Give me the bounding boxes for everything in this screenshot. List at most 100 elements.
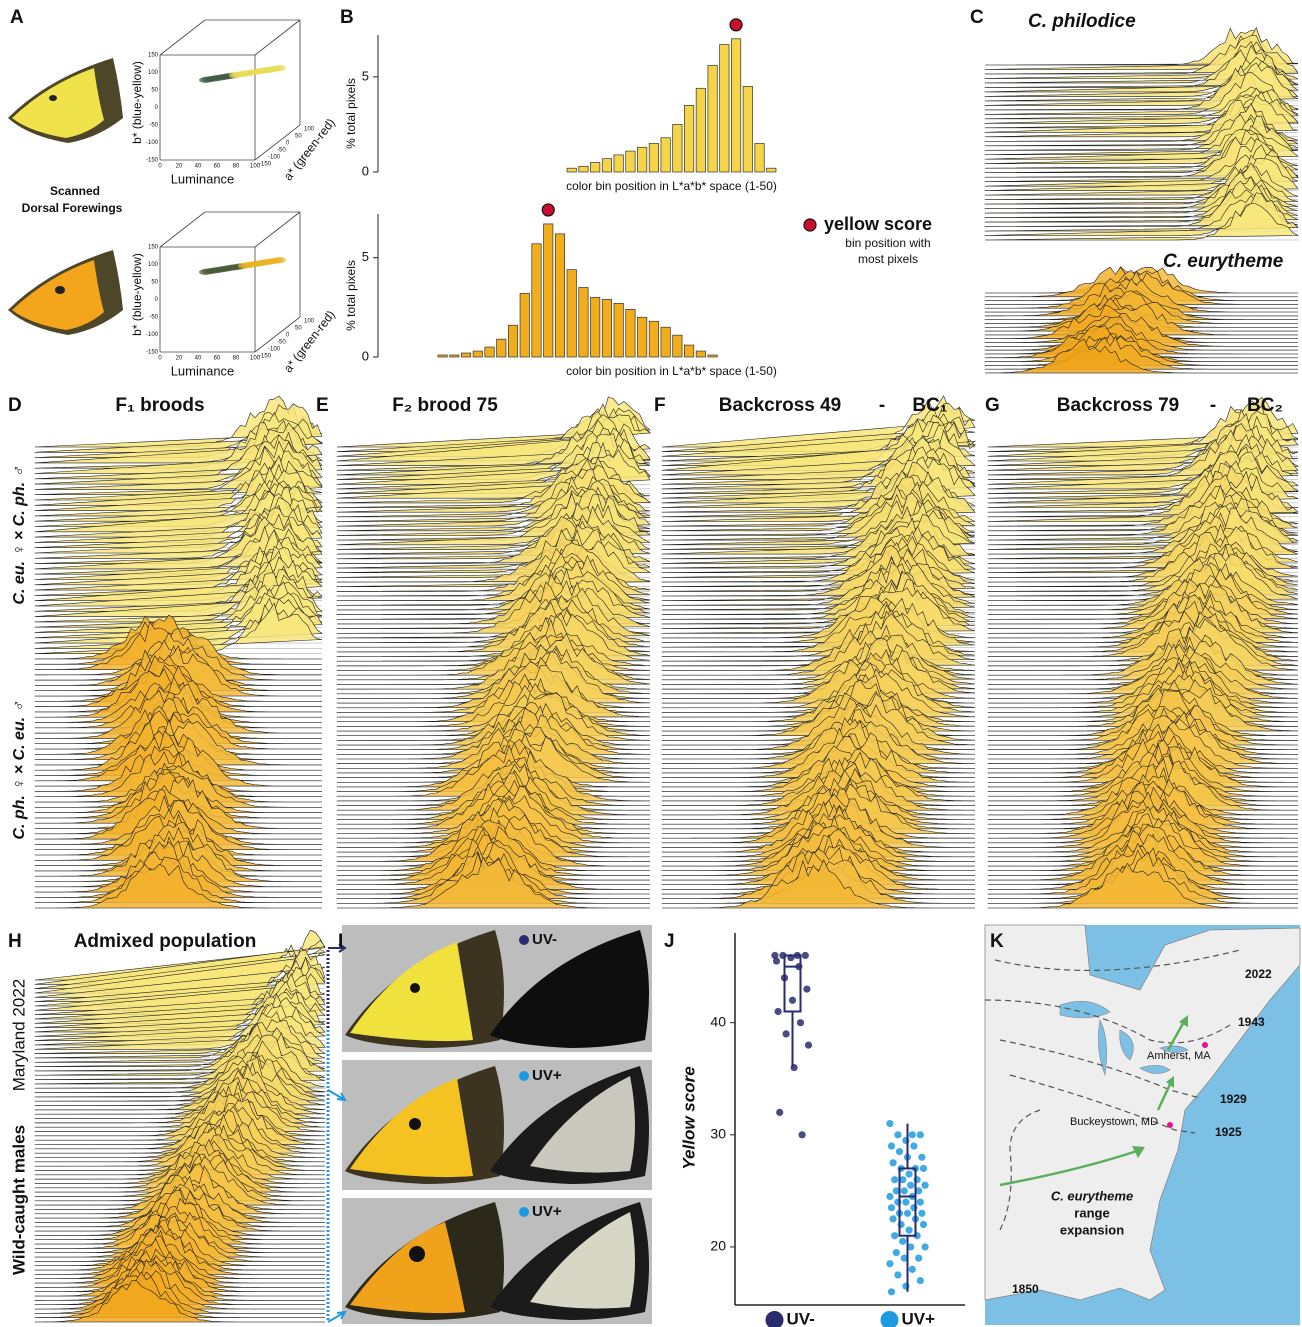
bar [673,335,682,357]
data-point [918,1154,925,1161]
year-label: 1929 [1220,1092,1247,1106]
panel-letter: A [10,7,24,28]
data-point [894,1131,901,1138]
y-axis-label: % total pixels [344,78,358,149]
data-point [805,1042,812,1049]
b-tick: -150 [146,350,159,356]
a-tick: 50 [295,326,302,332]
panel-letter: D [8,395,22,416]
panel-letter: E [316,395,329,416]
bar [461,353,470,357]
bar [485,347,494,357]
cross-code: BC₂ [1247,395,1283,416]
b-tick: 150 [148,53,159,59]
legend-note: bin position with [845,236,930,250]
uv-images [328,925,652,1324]
color-cloud [274,65,286,71]
uv-label: UV+ [532,1203,562,1220]
data-point [909,1266,916,1273]
ridgeline-plot [985,267,1298,373]
data-point [773,957,780,964]
data-point [888,1204,895,1211]
data-point [775,1008,782,1015]
panel-title: F₂ brood 75 [392,395,498,416]
cross-code: BC₁ [912,395,947,416]
data-point [797,1019,804,1026]
lab-3d-plot [160,20,300,160]
data-point [917,1131,924,1138]
data-point [893,1249,900,1256]
separator: - [879,395,885,416]
bar [661,138,670,172]
x-axis-label: Luminance [171,363,235,378]
cross-label: C. ph. ♀ × C. eu. ♂ [11,700,28,839]
panel-letter: I [338,931,343,952]
panel-title: Backcross 79 [1057,395,1180,416]
panel-letter: B [340,7,354,28]
uv-label: UV+ [532,1067,562,1084]
luminance-tick: 20 [176,356,183,362]
bar [450,355,459,357]
b-tick: -100 [146,140,159,146]
color-cloud [274,257,286,263]
data-point [909,1131,916,1138]
species-label: C. eurytheme [1163,251,1284,272]
ridgeline-plot [988,398,1298,909]
data-point [803,985,810,992]
ridgeline-plot [35,930,325,1322]
panel-letter: C [970,7,984,28]
bar [532,244,541,357]
bar [755,143,764,172]
bar [720,45,729,172]
year-label: 2022 [1245,967,1272,981]
cube-edge [160,20,205,55]
ridge [337,857,650,908]
luminance-tick: 40 [195,356,202,362]
y-tick-label: 40 [710,1013,726,1029]
data-point [920,1165,927,1172]
panel-title: Backcross 49 [719,395,842,416]
bar [626,309,635,357]
data-point [910,1142,917,1149]
year-label: 1850 [1012,1282,1039,1296]
luminance-tick: 20 [176,164,183,170]
bar [661,327,670,357]
data-point [886,1193,893,1200]
luminance-tick: 80 [233,164,240,170]
b-tick: 50 [151,280,158,286]
bar [649,321,658,357]
place-label: Buckeystown, MD [1070,1116,1158,1128]
x-axis-label: color bin position in L*a*b* space (1-50… [566,179,777,193]
data-point [894,1271,901,1278]
a-tick: -50 [277,148,286,154]
data-point [899,1238,906,1245]
data-point [888,1142,895,1149]
bar [438,355,447,357]
yellow-score-marker [730,19,742,31]
data-point [915,1255,922,1262]
y-tick-label: 0 [362,163,369,178]
luminance-tick: 60 [214,356,221,362]
b-tick: -50 [149,123,158,129]
y-tick-label: 5 [362,249,369,264]
x-tick-label: UV+ [902,1309,936,1327]
panel-title: F₁ broods [115,395,204,416]
map-caption: C. eurytheme [1051,1188,1133,1203]
panel-letter: J [664,931,675,952]
uv-label: UV- [532,931,557,948]
x-axis-label: color bin position in L*a*b* space (1-50… [566,364,777,378]
bar [708,65,717,172]
bar [684,105,693,172]
bar [684,345,693,357]
data-point [906,1227,913,1234]
caption: Scanned [50,184,100,198]
data-point [904,1210,911,1217]
bar [473,351,482,357]
data-point [789,997,796,1004]
b-tick: -50 [149,315,158,321]
legend-marker [804,219,816,231]
b-tick: 0 [155,297,159,303]
b-tick: -150 [146,158,159,164]
species-label: C. philodice [1028,11,1136,32]
wing-image [8,250,123,335]
